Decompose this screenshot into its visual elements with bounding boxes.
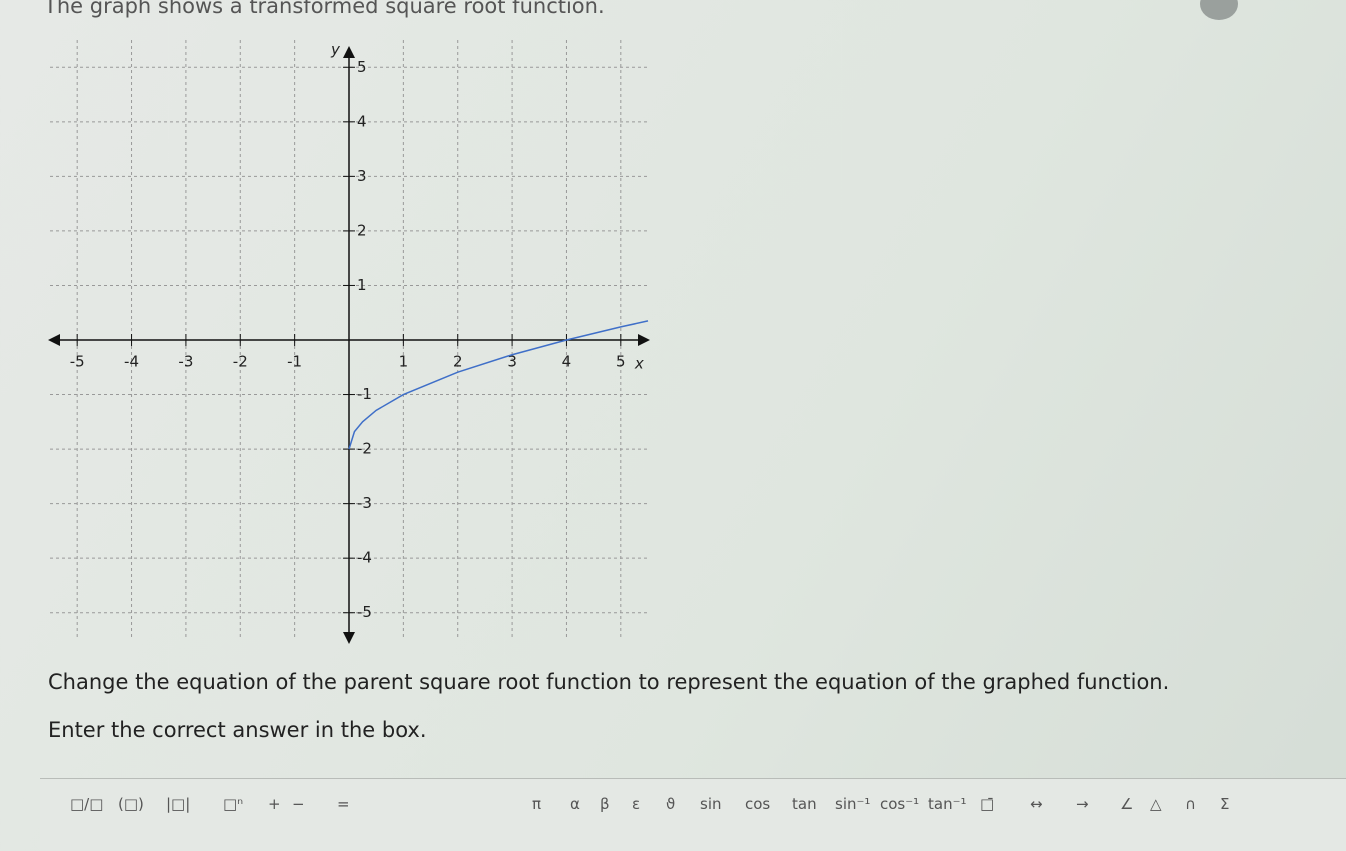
instruction: Enter the correct answer in the box.	[48, 718, 427, 742]
x-tick-label: -5	[70, 353, 85, 371]
x-tick-label: -2	[233, 353, 248, 371]
prompt: The graph shows a transformed square roo…	[44, 0, 605, 18]
y-tick-label: 2	[357, 221, 367, 239]
toolbar-button[interactable]: □/□	[70, 795, 104, 813]
toolbar-button[interactable]: ∠	[1120, 795, 1134, 813]
arrow	[638, 334, 650, 346]
x-tick-label: 3	[507, 353, 517, 371]
y-tick-label: 5	[357, 58, 367, 76]
y-tick-label: 1	[357, 276, 367, 294]
toolbar-button[interactable]: α	[570, 795, 580, 813]
toolbar-button[interactable]: cos⁻¹	[880, 795, 920, 813]
toolbar-button[interactable]: →	[1076, 795, 1089, 813]
toolbar-button[interactable]: ∩	[1185, 795, 1196, 813]
toolbar-button[interactable]: ↔	[1030, 795, 1043, 813]
toolbar-button[interactable]: −	[292, 795, 305, 813]
x-tick-label: 4	[562, 353, 572, 371]
y-axis-label: y	[330, 41, 341, 59]
y-tick-label: 4	[357, 112, 367, 130]
toolbar-button[interactable]: (□)	[118, 795, 144, 813]
toolbar-button[interactable]: ε	[632, 795, 641, 813]
x-tick-label: -3	[178, 353, 193, 371]
arrow	[343, 632, 355, 644]
x-axis-label: x	[634, 355, 644, 373]
toolbar-button[interactable]: β	[600, 795, 610, 813]
y-tick-label: -3	[357, 494, 372, 512]
toolbar: □/□ (□) |□| □ⁿ + − = π α β ε ϑ sin cos tan sin⁻¹ cos⁻¹ ta…	[40, 778, 1346, 851]
toolbar-button[interactable]: tan	[792, 795, 817, 813]
y-tick-label: -2	[357, 440, 372, 458]
x-tick-label: 5	[616, 353, 626, 371]
graph: x y -5 -4 -3 -2 -1 1 2 3 4 5 -5 -4 -3 -2 -1 1 2 3 4 5	[48, 40, 650, 644]
toolbar-button[interactable]: Σ	[1220, 795, 1230, 813]
x-tick-label: -4	[124, 353, 139, 371]
toolbar-button[interactable]: =	[337, 795, 350, 813]
y-tick-label: -1	[357, 385, 372, 403]
y-tick-label: -5	[357, 603, 372, 621]
x-tick-label: 1	[399, 353, 409, 371]
y-tick-label: 3	[357, 167, 367, 185]
y-tick-label: -4	[357, 549, 372, 567]
function-curve	[348, 320, 649, 450]
x-tick-label: 2	[453, 353, 463, 371]
toolbar-button[interactable]: ϑ	[666, 795, 676, 813]
toolbar-button[interactable]: □ⁿ	[223, 795, 244, 813]
toolbar-button[interactable]: △	[1150, 795, 1162, 813]
toolbar-button[interactable]: +	[268, 795, 281, 813]
toolbar-button[interactable]: sin	[700, 795, 722, 813]
toolbar-button[interactable]: π	[532, 795, 542, 813]
toolbar-button[interactable]: cos	[745, 795, 771, 813]
toolbar-button[interactable]: tan⁻¹	[928, 795, 967, 813]
toolbar-button[interactable]: |□|	[166, 795, 191, 813]
toolbar-button[interactable]: sin⁻¹	[835, 795, 871, 813]
x-tick-label: -1	[287, 353, 302, 371]
toolbar-button[interactable]: □̄	[980, 795, 995, 813]
arrow	[343, 46, 355, 58]
close-button[interactable]	[1200, 0, 1238, 20]
question: Change the equation of the parent square…	[48, 670, 1170, 694]
arrow	[48, 334, 60, 346]
